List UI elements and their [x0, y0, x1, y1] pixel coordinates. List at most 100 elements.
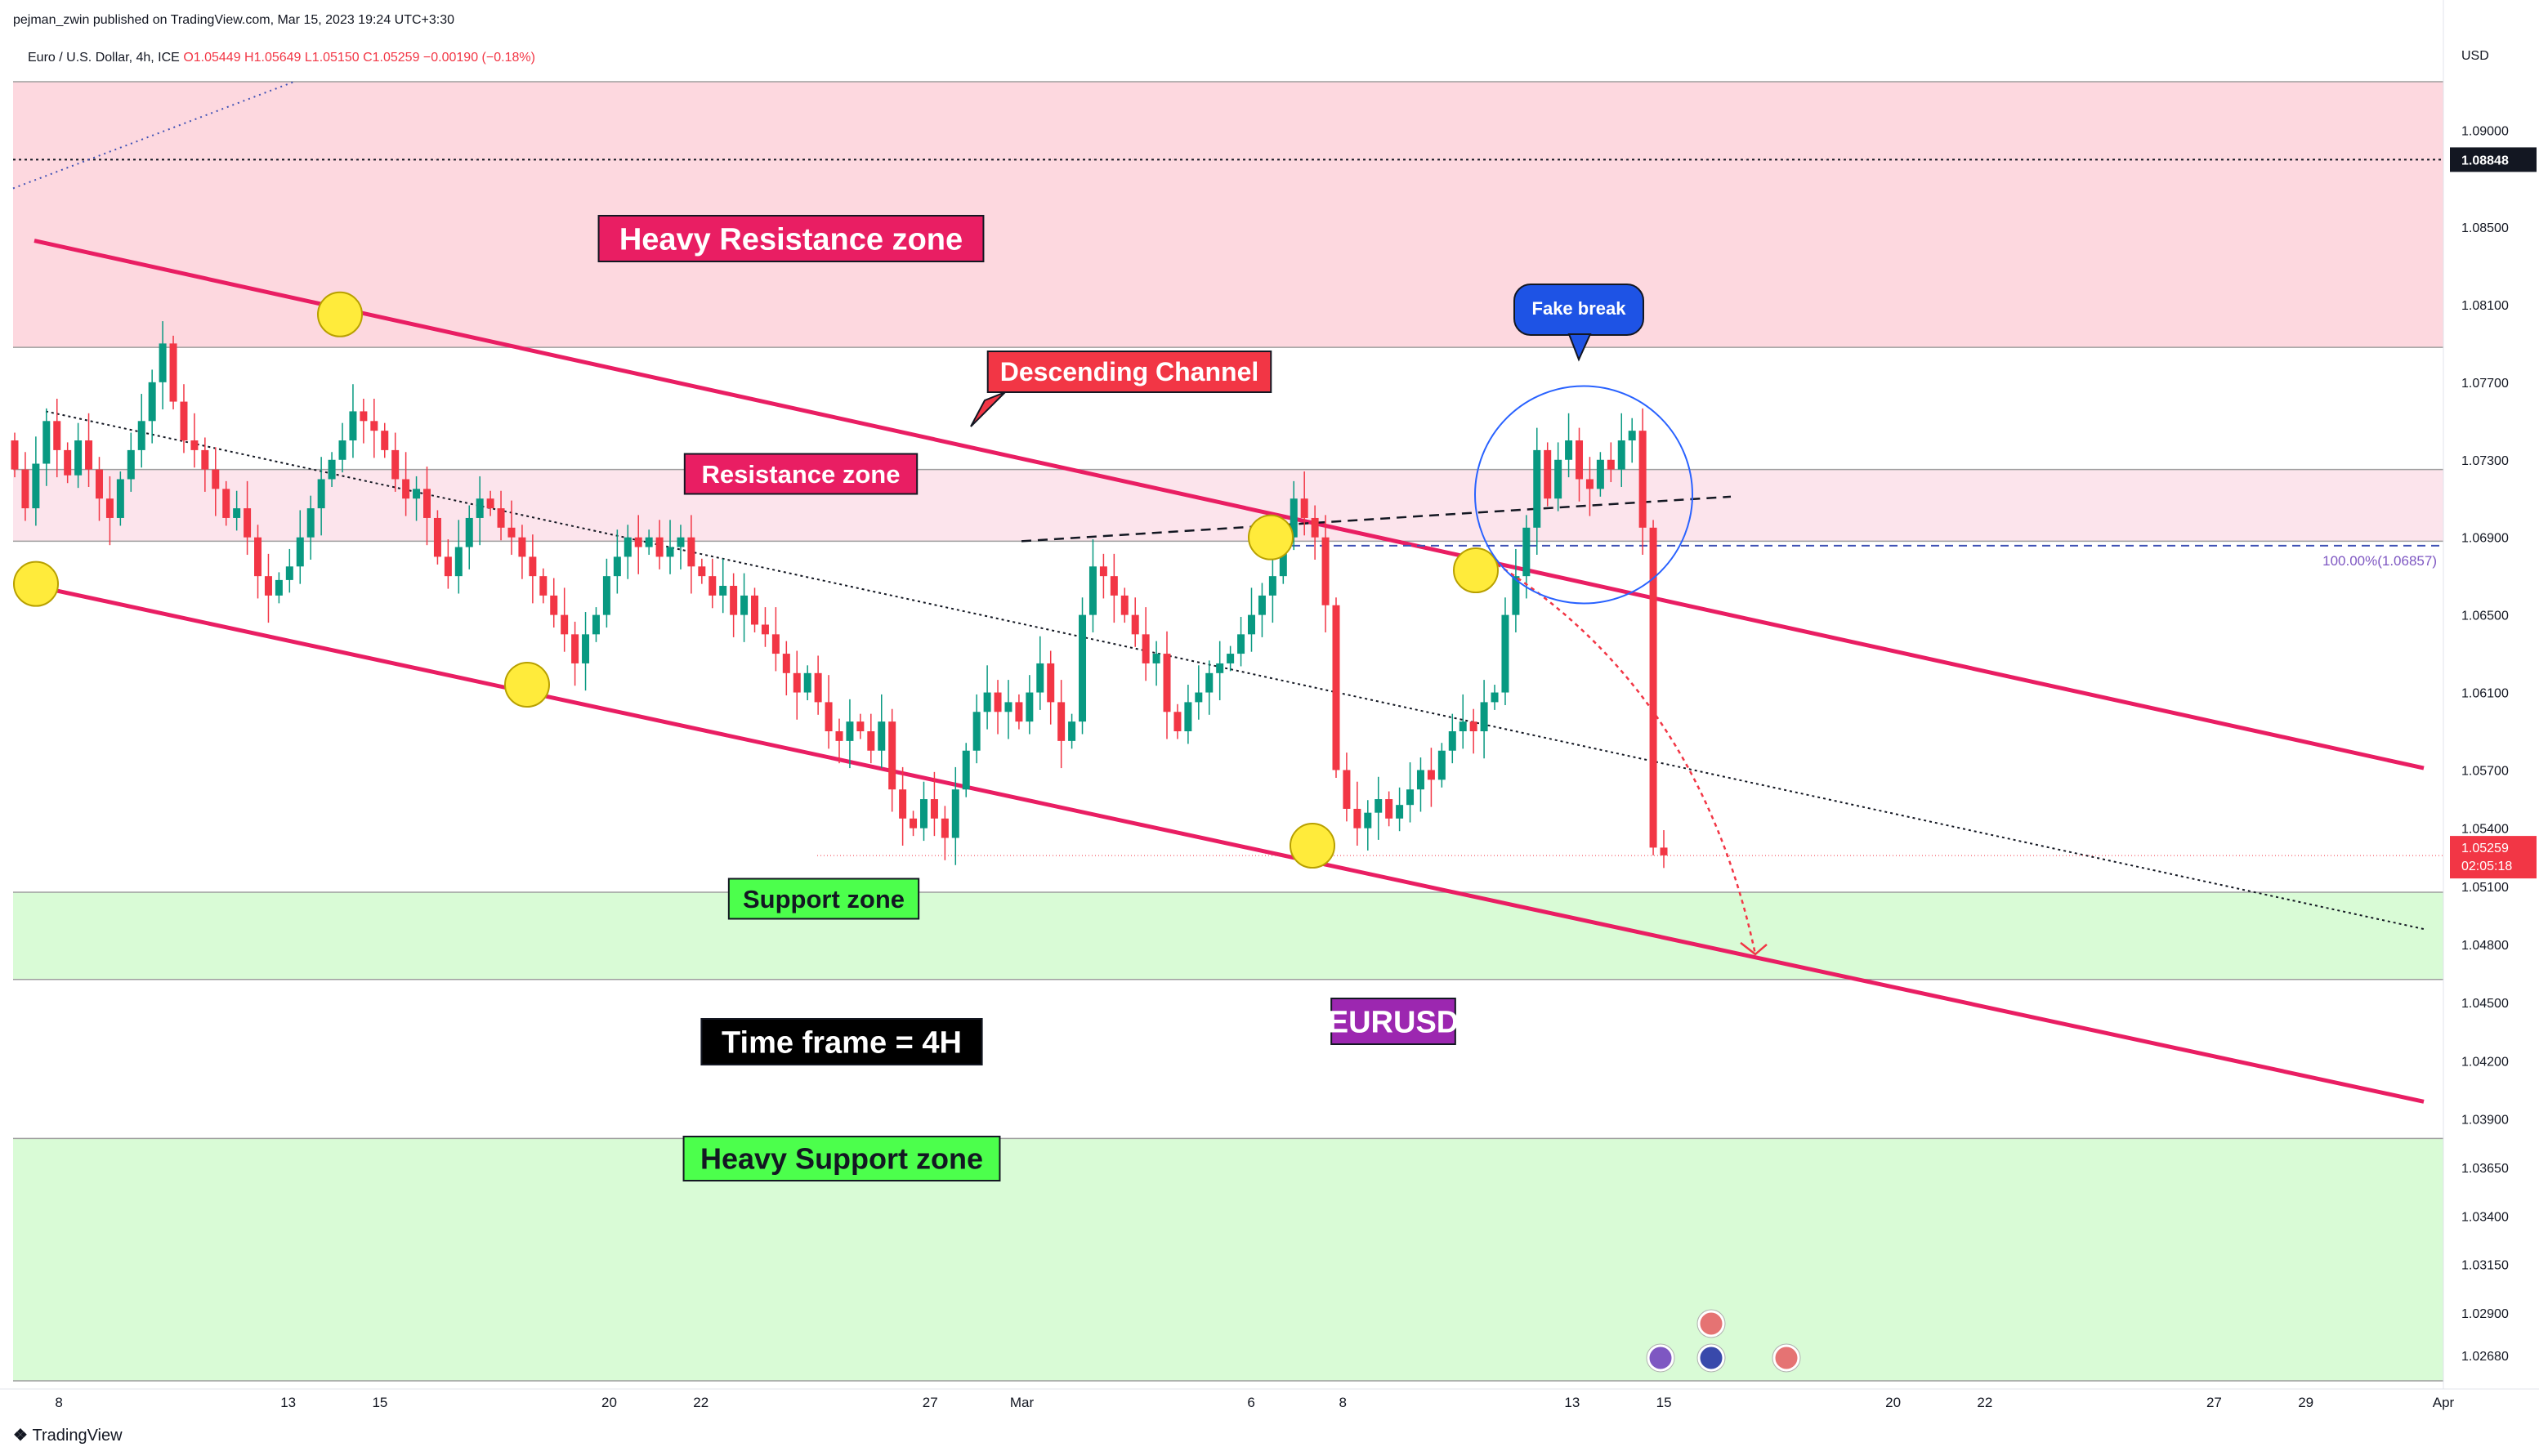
- heavy-support-label: Heavy Support zone: [700, 1142, 983, 1176]
- candle-up: [1026, 692, 1034, 722]
- price-tick-label: 1.08500: [2461, 221, 2509, 235]
- candle-down: [423, 489, 431, 518]
- candle-down: [550, 595, 558, 615]
- candle-up: [1596, 459, 1604, 489]
- candle-up: [1480, 702, 1488, 731]
- candle-down: [1099, 566, 1107, 577]
- candle-down: [169, 343, 177, 402]
- candle-down: [655, 537, 664, 557]
- ohlc-open: O1.05449: [183, 51, 241, 65]
- time-tick-label: 29: [2298, 1395, 2313, 1410]
- candle-down: [634, 537, 642, 547]
- axis-unit: USD: [2461, 49, 2489, 63]
- candle-up: [233, 508, 241, 518]
- candle-up: [1522, 527, 1531, 577]
- touch-point-marker: [1453, 547, 1499, 594]
- candle-down: [930, 799, 938, 819]
- candle-down: [1311, 517, 1319, 538]
- candle-up: [127, 449, 135, 480]
- support-zone: [13, 891, 2443, 980]
- candle-up: [1079, 614, 1087, 722]
- time-tick-label: Apr: [2433, 1395, 2455, 1410]
- fib-level-label: 100.00%(1.06857): [2322, 553, 2437, 569]
- candle-up: [275, 579, 283, 596]
- candle-up: [951, 789, 959, 838]
- tradingview-logo[interactable]: ❖ TradingView: [13, 1425, 123, 1445]
- candle-down: [1469, 721, 1477, 731]
- candle-up: [1152, 654, 1160, 663]
- time-tick-label: 15: [1656, 1395, 1672, 1410]
- symbol-line[interactable]: Euro / U.S. Dollar, 4h, ICE O1.05449 H1.…: [28, 51, 535, 65]
- candle-down: [994, 692, 1002, 712]
- candle-up: [42, 421, 51, 464]
- time-tick-label: 13: [1564, 1395, 1580, 1410]
- candle-up: [740, 595, 749, 615]
- candle-down: [687, 537, 695, 567]
- candle-up: [148, 382, 156, 422]
- candle-up: [74, 440, 83, 476]
- candle-down: [444, 556, 452, 577]
- candle-down: [244, 508, 252, 538]
- candle-down: [402, 479, 410, 499]
- candle-up: [1004, 702, 1012, 712]
- time-tick-label: Mar: [1010, 1395, 1035, 1410]
- candle-up: [1491, 692, 1499, 703]
- candle-up: [1375, 799, 1383, 813]
- touch-point-marker: [317, 291, 363, 337]
- candle-up: [878, 721, 886, 751]
- resistance-label: Resistance zone: [702, 460, 901, 489]
- candle-up: [803, 672, 811, 693]
- candle-down: [835, 731, 843, 741]
- candle-up: [1554, 459, 1562, 499]
- candle-up: [1416, 770, 1424, 790]
- candle-down: [370, 421, 378, 431]
- support-label-bg: [727, 878, 920, 920]
- candle-up: [159, 343, 167, 382]
- candle-up: [677, 537, 685, 547]
- candle-down: [561, 614, 569, 635]
- candle-up: [962, 750, 970, 790]
- candle-down: [1649, 527, 1657, 848]
- candle-up: [1628, 431, 1636, 441]
- tradingview-brand: TradingView: [32, 1427, 123, 1445]
- us-flag-event-icon-ring: [1696, 1309, 1726, 1338]
- candle-up: [666, 547, 674, 557]
- candle-up: [972, 712, 981, 751]
- projection-arrow: [1496, 563, 1757, 955]
- price-tick-label: 1.05400: [2461, 823, 2509, 837]
- resistance-label-bg: [683, 453, 919, 495]
- time-tick-label: 22: [693, 1395, 709, 1410]
- candle-down: [105, 498, 114, 518]
- price-tick-label: 1.03150: [2461, 1259, 2509, 1273]
- candle-up: [1227, 654, 1235, 663]
- candle-up: [983, 692, 991, 712]
- symbol-label-bg: [1330, 998, 1456, 1045]
- touch-point-marker: [1290, 823, 1335, 869]
- price-tick-label: 1.02900: [2461, 1307, 2509, 1321]
- price-tick-label: 1.04200: [2461, 1055, 2509, 1069]
- candle-down: [1607, 459, 1615, 470]
- candle-up: [919, 799, 928, 828]
- price-tick-label: 1.03650: [2461, 1162, 2509, 1176]
- candle-up: [1036, 663, 1044, 693]
- heavy-support-label-bg: [682, 1136, 1001, 1181]
- candle-down: [1660, 847, 1668, 855]
- candle-down: [180, 401, 188, 441]
- candle-up: [317, 479, 325, 509]
- candle-down: [1385, 799, 1393, 819]
- candle-down: [212, 469, 220, 489]
- candle-up: [285, 566, 293, 580]
- candle-down: [1163, 654, 1171, 712]
- candle-up: [592, 614, 600, 635]
- last-price-badge: [2450, 836, 2537, 879]
- candle-down: [856, 721, 865, 731]
- price-tick-label: 1.03900: [2461, 1114, 2509, 1128]
- ohlc-close: C1.05259: [363, 51, 420, 65]
- candle-up: [349, 411, 357, 441]
- countdown-value: 02:05:18: [2461, 860, 2512, 873]
- price-tick-label: 1.08100: [2461, 299, 2509, 313]
- fake-break-circle: [1474, 385, 1693, 605]
- candle-down: [190, 440, 199, 450]
- time-tick-label: 6: [1247, 1395, 1254, 1410]
